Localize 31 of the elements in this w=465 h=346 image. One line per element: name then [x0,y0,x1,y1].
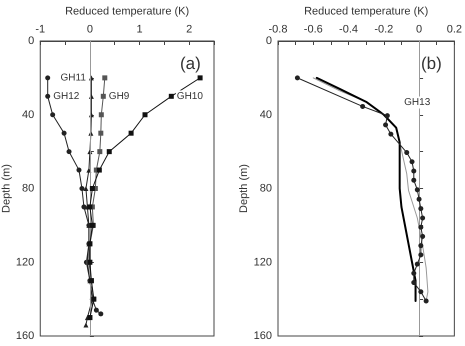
series-label: GH9 [108,90,130,102]
y-tick-label: 80 [22,182,34,194]
y-tick-label: 0 [266,35,272,47]
y-tick-label: 120 [16,256,34,268]
x-tick-label: 2 [186,24,192,36]
y-tick-label: 0 [28,35,34,47]
x-tick-label: 0 [86,24,93,36]
series-label: GH12 [53,90,80,102]
x-tick-label: -0.6 [304,24,323,36]
y-tick-label: 160 [16,330,34,342]
series-label: GH13 [404,96,431,108]
x-tick-label: -0.2 [374,24,394,36]
annotation: (b) [421,54,442,73]
y-axis-title: Depth (m) [0,164,12,213]
annotation: (a) [180,54,201,73]
y-tick-label: 80 [260,182,272,194]
x-axis-title: Reduced temperature (K) [304,6,428,18]
y-tick-label: 120 [254,256,272,268]
series-label: GH10 [176,90,204,102]
x-tick-label: 0.2 [446,24,462,36]
series-label: GH11 [60,72,86,84]
x-tick-label: 1 [136,24,143,36]
y-tick-label: 160 [254,330,272,342]
x-tick-label: -0.4 [339,24,358,36]
y-tick-label: 40 [22,108,34,121]
x-tick-label: 0 [416,24,422,36]
x-tick-label: -1 [35,24,46,36]
x-axis-title: Reduced temperature (K) [65,6,190,18]
x-tick-label: -0.8 [268,24,288,36]
y-tick-label: 40 [260,108,272,121]
y-axis-title: Depth (m) [238,164,250,213]
